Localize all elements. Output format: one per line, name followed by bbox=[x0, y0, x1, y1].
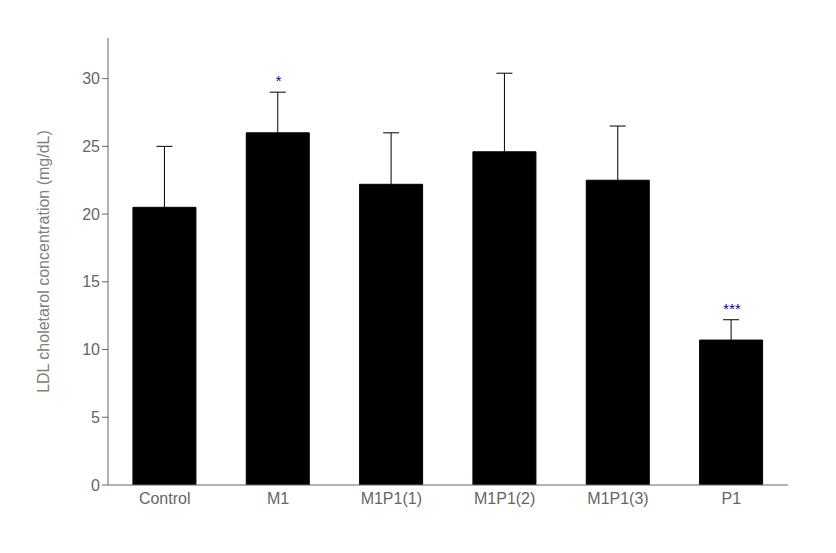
svg-text:0: 0 bbox=[91, 477, 100, 494]
svg-text:10: 10 bbox=[82, 341, 100, 358]
svg-text:20: 20 bbox=[82, 206, 100, 223]
svg-text:P1: P1 bbox=[722, 490, 742, 507]
svg-text:Control: Control bbox=[139, 490, 191, 507]
svg-text:15: 15 bbox=[82, 273, 100, 290]
svg-text:***: *** bbox=[723, 300, 742, 317]
svg-text:M1P1(3): M1P1(3) bbox=[587, 490, 648, 507]
svg-text:30: 30 bbox=[82, 70, 100, 87]
svg-text:M1: M1 bbox=[267, 490, 289, 507]
svg-text:M1P1(1): M1P1(1) bbox=[361, 490, 422, 507]
svg-text:25: 25 bbox=[82, 138, 100, 155]
svg-text:5: 5 bbox=[91, 409, 100, 426]
svg-text:M1P1(2): M1P1(2) bbox=[474, 490, 535, 507]
svg-text:LDL choletarol concentration (: LDL choletarol concentration (mg/dL) bbox=[35, 130, 52, 393]
svg-text:*: * bbox=[275, 72, 282, 89]
